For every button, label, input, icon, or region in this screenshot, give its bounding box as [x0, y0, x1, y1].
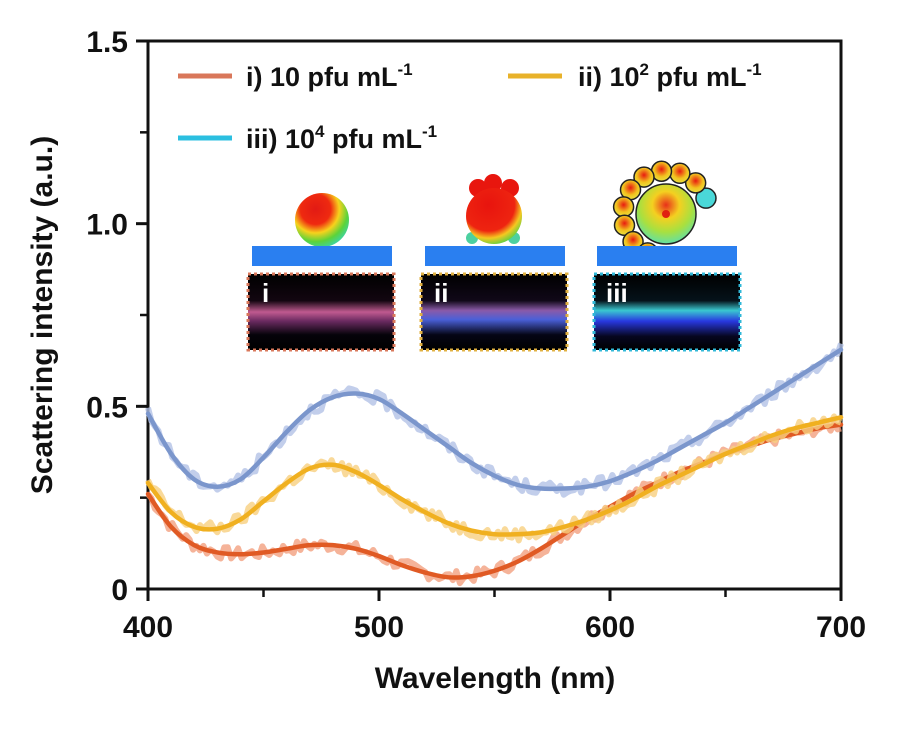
legend-label-series-2: ii) 10 [578, 62, 640, 92]
hotspot [662, 210, 670, 218]
svg-text:i) 10 pfu mL-1: i) 10 pfu mL-1 [246, 60, 413, 92]
darkfield-image [594, 274, 740, 350]
inset-ii: ii [419, 174, 569, 352]
inset-frame [592, 272, 742, 352]
substrate [252, 246, 392, 266]
legend-label-series-3-unit: pfu mL [325, 124, 422, 154]
x-tick-label: 600 [585, 611, 635, 644]
y-tick-label: 0.5 [86, 391, 128, 424]
darkfield-image [248, 274, 394, 350]
nanoparticle-sphere-icon [295, 193, 349, 247]
substrate [597, 246, 737, 266]
legend: i) 10 pfu mL-1 ii) 102 pfu mL-1 iii) 104… [178, 60, 762, 154]
svg-text:ii) 102 pfu mL-1: ii) 102 pfu mL-1 [578, 60, 762, 92]
nanoparticle-sphere-icon [466, 188, 522, 244]
inset-i: i [246, 193, 396, 352]
x-tick-label: 400 [123, 611, 173, 644]
svg-text:iii) 104 pfu mL-1: iii) 104 pfu mL-1 [246, 122, 437, 154]
darkfield-image [421, 274, 567, 350]
legend-item-series-1: i) 10 pfu mL-1 [178, 60, 413, 92]
axes: 400 500 600 700 0 0.5 1.0 1.5 [86, 26, 866, 644]
satellite-icon [669, 162, 691, 185]
inset-frame [419, 272, 569, 352]
legend-label-series-3-exp: 4 [315, 122, 325, 141]
satellite-icon [612, 196, 635, 218]
legend-label-series-3: iii) 10 [246, 124, 315, 154]
legend-label-series-1: i) 10 pfu mL [246, 62, 398, 92]
legend-label-series-1-sup: -1 [398, 60, 413, 79]
x-axis-title: Wavelength (nm) [375, 662, 616, 695]
y-axis-title: Scattering intensity (a.u.) [26, 136, 59, 494]
x-tick-label: 500 [354, 611, 404, 644]
legend-item-series-2: ii) 102 pfu mL-1 [508, 60, 762, 92]
y-tick-label: 1.0 [86, 209, 128, 242]
inset-frame [246, 272, 396, 352]
curves [145, 342, 844, 587]
satellite-icon [695, 187, 717, 209]
inset-label: iii [606, 278, 628, 308]
y-tick-label: 0 [111, 574, 128, 607]
legend-label-series-2-unit: pfu mL [649, 62, 746, 92]
legend-item-series-3: iii) 104 pfu mL-1 [178, 122, 437, 154]
satellite-icon [684, 172, 707, 194]
legend-label-series-3-sup: -1 [422, 122, 437, 141]
inset-label: i [262, 278, 269, 308]
satellite-icon [633, 166, 655, 188]
satellite-icon [484, 174, 502, 192]
legend-label-series-2-exp: 2 [640, 60, 649, 79]
y-tick-label: 1.5 [86, 26, 128, 59]
inset-iii: iii [592, 160, 742, 352]
legend-label-series-2-sup: -1 [746, 60, 761, 79]
inset-label: ii [434, 278, 448, 308]
x-tick-label: 700 [816, 611, 866, 644]
substrate [425, 246, 565, 266]
